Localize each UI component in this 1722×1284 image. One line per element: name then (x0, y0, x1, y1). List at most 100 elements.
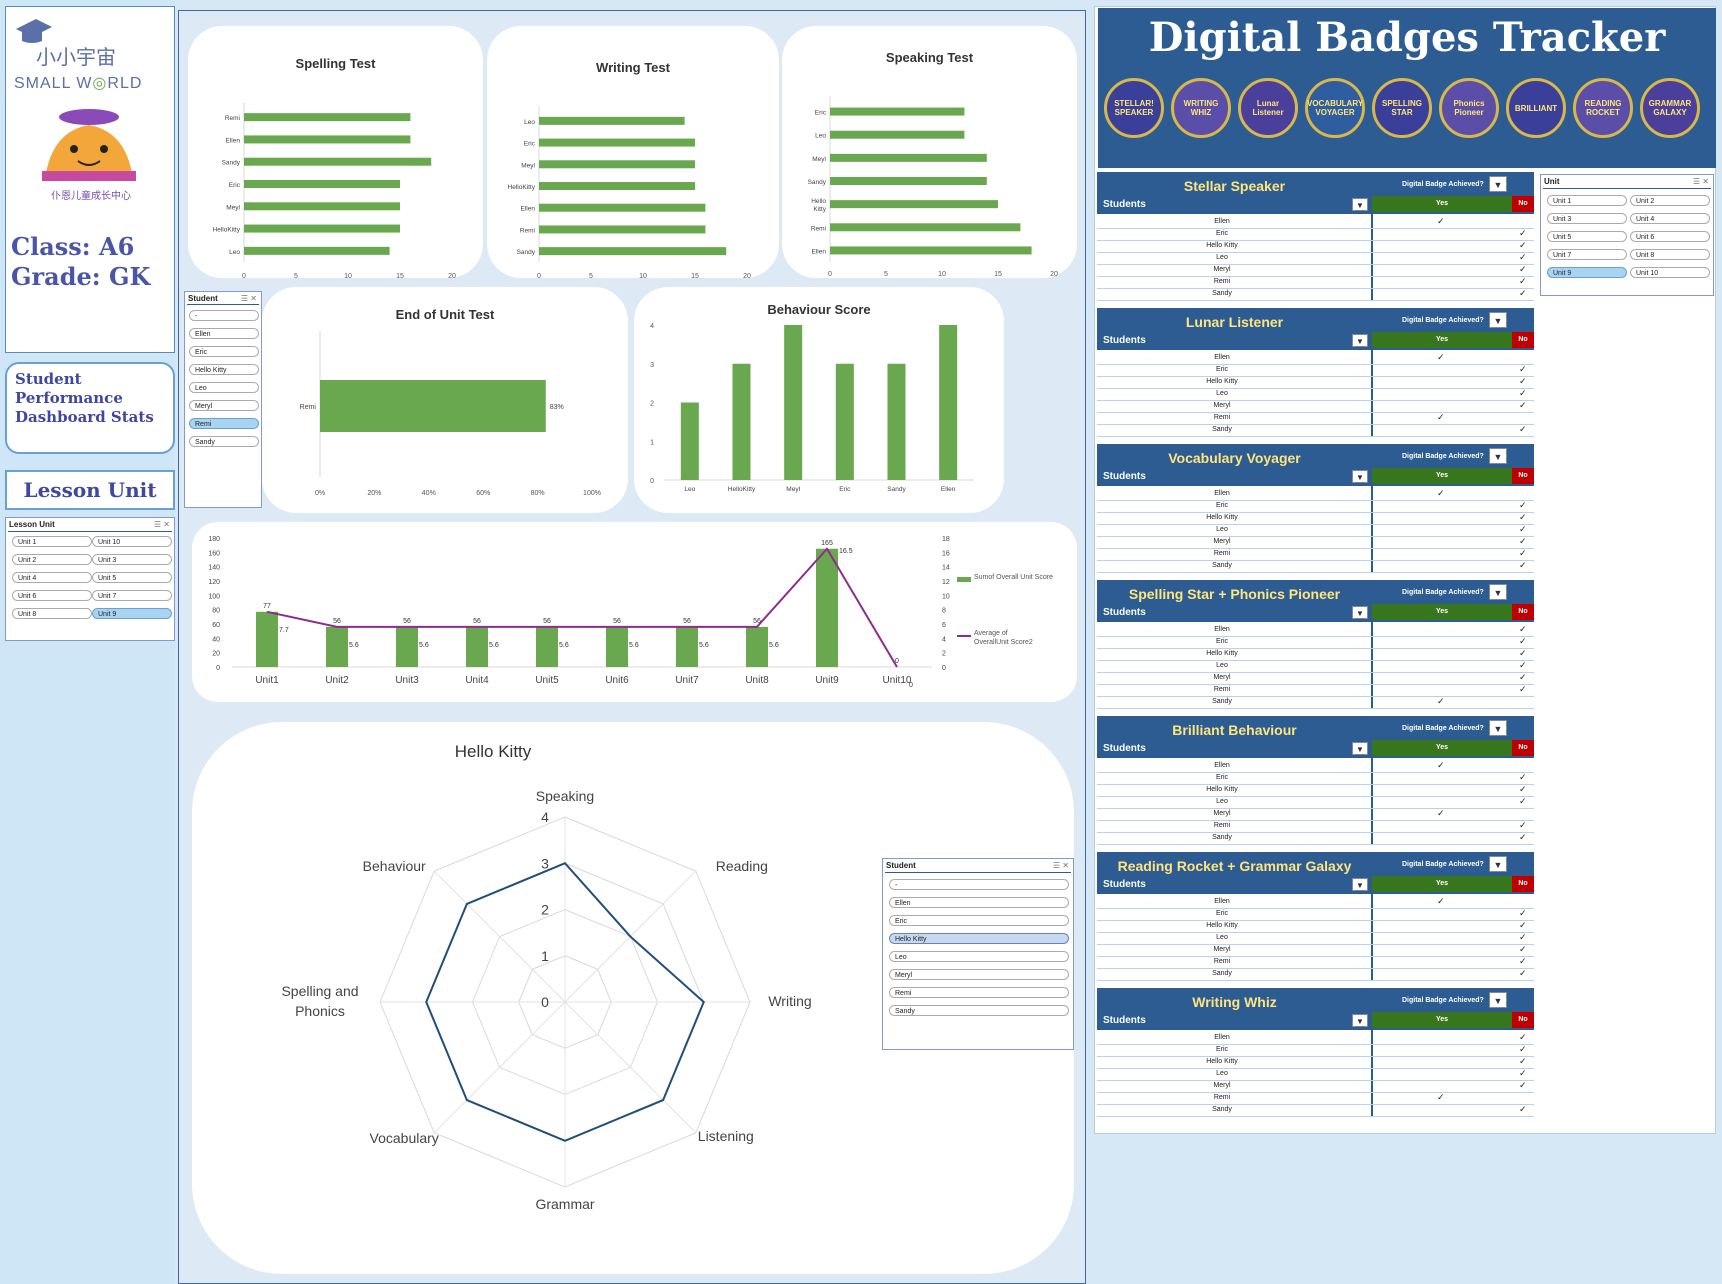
multi-select-icon[interactable]: ☰ ✕ (240, 294, 257, 303)
y-tick-label: 2 (650, 401, 654, 408)
badge-group: Reading Rocket + Grammar Galaxy Digital … (1097, 852, 1534, 982)
students-filter-button[interactable]: ▼ (1352, 470, 1368, 483)
bar (830, 223, 1021, 232)
bar (784, 325, 803, 480)
student-name: Remi (1213, 550, 1231, 557)
category-label: Sandy (808, 179, 827, 186)
line-data-label: 7.7 (279, 627, 289, 634)
unit-item-selected[interactable]: Unit 9 (1547, 267, 1627, 278)
badge-icon: READING ROCKET (1573, 78, 1633, 138)
students-filter-button[interactable]: ▼ (1352, 606, 1368, 619)
student-item[interactable]: Leo (889, 951, 1069, 962)
row-divider (1097, 636, 1534, 637)
check-no-icon: ✓ (1519, 820, 1527, 830)
filter-dropdown-button[interactable]: ▼ (1489, 992, 1507, 1008)
lesson-unit-slicer: Lesson Unit ☰ ✕ Unit 1 Unit 10 Unit 2 Un… (5, 517, 175, 641)
y2-tick-label: 0 (942, 665, 946, 672)
unit-item[interactable]: Unit 5 (1547, 231, 1627, 242)
student-item-selected[interactable]: Remi (189, 418, 259, 429)
badge-group-title: Lunar Listener (1185, 314, 1284, 330)
check-no-icon: ✓ (1519, 956, 1527, 966)
unit-item[interactable]: Unit 6 (1630, 231, 1710, 242)
bar (830, 153, 987, 162)
row-divider (1097, 784, 1534, 785)
check-no-icon: ✓ (1519, 1104, 1527, 1114)
achieved-label: Digital Badge Achieved? (1402, 725, 1484, 732)
x-tick-label: 0 (828, 271, 832, 278)
spelling-test-card: Spelling Test 0 5 10 15 20 Remi Ellen Sandy Eric… (188, 26, 483, 278)
filter-dropdown-button[interactable]: ▼ (1489, 720, 1507, 736)
student-item[interactable]: - (889, 879, 1069, 890)
students-filter-button[interactable]: ▼ (1352, 742, 1368, 755)
filter-dropdown-button[interactable]: ▼ (1489, 856, 1507, 872)
unit-item[interactable]: Unit 3 (1547, 213, 1627, 224)
filter-dropdown-button[interactable]: ▼ (1489, 312, 1507, 328)
students-filter-button[interactable]: ▼ (1352, 198, 1368, 211)
student-item[interactable]: Hello Kitty (189, 364, 259, 375)
student-item[interactable]: Meryl (189, 400, 259, 411)
student-name: Remi (1213, 278, 1231, 285)
multi-select-icon[interactable]: ☰ ✕ (153, 520, 170, 529)
filter-dropdown-button[interactable]: ▼ (1489, 448, 1507, 464)
lesson-unit-item[interactable]: Unit 8 (12, 608, 92, 619)
radar-axis-label: Reading (716, 858, 768, 874)
line-data-label: 5.6 (699, 642, 709, 649)
student-item[interactable]: Remi (889, 987, 1069, 998)
student-item[interactable]: Ellen (889, 897, 1069, 908)
student-item[interactable]: Sandy (889, 1005, 1069, 1016)
check-no-icon: ✓ (1519, 832, 1527, 842)
student-item[interactable]: Meryl (889, 969, 1069, 980)
row-divider (1097, 832, 1534, 833)
yes-column-header: Yes (1372, 1012, 1512, 1028)
line-data-label: 16.5 (839, 548, 853, 555)
unit-item[interactable]: Unit 1 (1547, 195, 1627, 206)
unit-item[interactable]: Unit 8 (1630, 249, 1710, 260)
multi-select-icon[interactable]: ☰ ✕ (1052, 861, 1069, 870)
lesson-unit-item[interactable]: Unit 3 (92, 554, 172, 565)
lesson-unit-item[interactable]: Unit 10 (92, 536, 172, 547)
bar (939, 325, 958, 480)
student-name: Meryl (1213, 946, 1231, 953)
student-item[interactable]: Eric (889, 915, 1069, 926)
lesson-unit-item[interactable]: Unit 5 (92, 572, 172, 583)
check-no-icon: ✓ (1519, 908, 1527, 918)
yes-column-header: Yes (1372, 468, 1512, 484)
student-name: Sandy (1212, 290, 1232, 297)
check-no-icon: ✓ (1519, 944, 1527, 954)
unit-item[interactable]: Unit 4 (1630, 213, 1710, 224)
student-item[interactable]: - (189, 310, 259, 321)
lesson-unit-item[interactable]: Unit 6 (12, 590, 92, 601)
dashboard-subtitle-box: Student Performance Dashboard Stats (5, 362, 175, 454)
row-divider (1097, 572, 1534, 573)
student-item[interactable]: Ellen (189, 328, 259, 339)
student-item[interactable]: Sandy (189, 436, 259, 447)
slicer-header: Student (188, 294, 218, 303)
slicer-header: Student (886, 861, 916, 870)
category-label: Remi (811, 225, 826, 232)
category-label: HelloKitty (508, 184, 536, 191)
lesson-unit-item[interactable]: Unit 1 (12, 536, 92, 547)
lesson-unit-item[interactable]: Unit 2 (12, 554, 92, 565)
students-filter-button[interactable]: ▼ (1352, 1014, 1368, 1027)
unit-item[interactable]: Unit 7 (1547, 249, 1627, 260)
unit-item[interactable]: Unit 2 (1630, 195, 1710, 206)
badge-icon: VOCABULARY VOYAGER (1305, 78, 1365, 138)
lesson-unit-item-selected[interactable]: Unit 9 (92, 608, 172, 619)
lesson-unit-item[interactable]: Unit 4 (12, 572, 92, 583)
students-filter-button[interactable]: ▼ (1352, 334, 1368, 347)
filter-dropdown-button[interactable]: ▼ (1489, 584, 1507, 600)
student-item[interactable]: Eric (189, 346, 259, 357)
multi-select-icon[interactable]: ☰ ✕ (1692, 177, 1709, 186)
y-tick-label: 80 (212, 608, 220, 615)
line-data-label: 5.6 (419, 642, 429, 649)
dashboard-subtitle: Student Performance Dashboard Stats (15, 370, 154, 426)
student-item[interactable]: Leo (189, 382, 259, 393)
check-no-icon: ✓ (1519, 288, 1527, 298)
student-item-selected[interactable]: Hello Kitty (889, 933, 1069, 944)
student-name: Leo (1216, 934, 1228, 941)
filter-dropdown-button[interactable]: ▼ (1489, 176, 1507, 192)
unit-item[interactable]: Unit 10 (1630, 267, 1710, 278)
badge-group-title: Spelling Star + Phonics Pioneer (1128, 586, 1341, 602)
lesson-unit-item[interactable]: Unit 7 (92, 590, 172, 601)
students-filter-button[interactable]: ▼ (1352, 878, 1368, 891)
